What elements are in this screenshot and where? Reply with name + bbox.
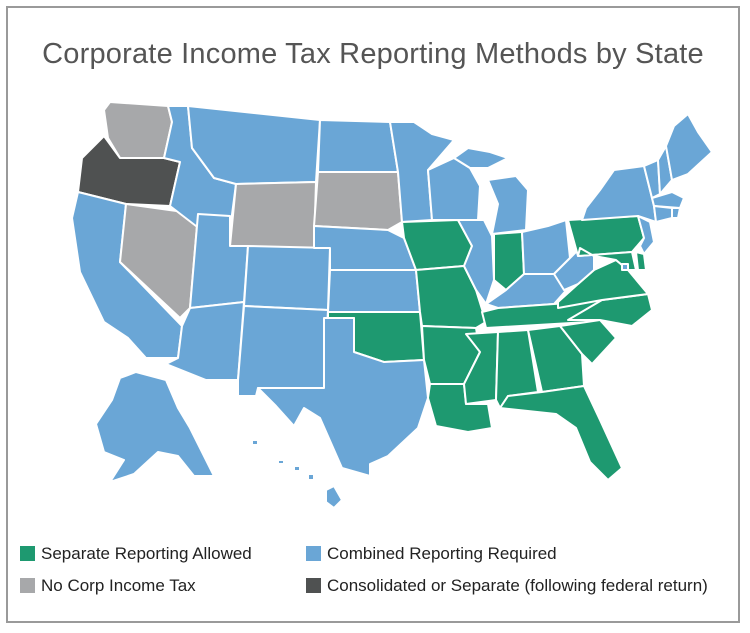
state-ma [651, 191, 685, 209]
legend-label-combined: Combined Reporting Required [327, 544, 557, 563]
state-ga [527, 325, 585, 393]
state-ak [95, 371, 215, 483]
us-states-map [71, 101, 713, 509]
state-hi [251, 439, 343, 509]
legend-item-separate: Separate Reporting Allowed [20, 544, 252, 564]
map-figure: Corporate Income Tax Reporting Methods b… [6, 6, 740, 623]
state-co [243, 245, 331, 311]
legend-item-consolidated: Consolidated or Separate (following fede… [306, 576, 708, 596]
state-wy [229, 181, 317, 249]
state-ks [327, 269, 421, 313]
state-nd [317, 119, 399, 173]
legend-item-no-tax: No Corp Income Tax [20, 576, 196, 596]
state-sd [313, 171, 403, 231]
state-tx [257, 317, 429, 477]
state-ct [653, 205, 673, 223]
map-title: Corporate Income Tax Reporting Methods b… [42, 38, 704, 70]
legend-swatch-consolidated [306, 578, 321, 593]
state-ny [581, 165, 657, 223]
state-dc [621, 263, 629, 271]
state-ri [671, 207, 681, 219]
state-ne [313, 225, 417, 271]
state-mi [453, 147, 529, 235]
legend-label-consolidated: Consolidated or Separate (following fede… [327, 576, 708, 595]
legend-swatch-combined [306, 546, 321, 561]
state-me [665, 113, 713, 181]
legend-item-combined: Combined Reporting Required [306, 544, 557, 564]
legend-swatch-separate [20, 546, 35, 561]
state-fl [499, 385, 623, 481]
legend-label-no-tax: No Corp Income Tax [41, 576, 196, 595]
state-nm [237, 305, 329, 397]
legend-swatch-no-tax [20, 578, 35, 593]
legend-label-separate: Separate Reporting Allowed [41, 544, 252, 563]
state-wv [553, 247, 595, 291]
state-de [635, 251, 647, 271]
